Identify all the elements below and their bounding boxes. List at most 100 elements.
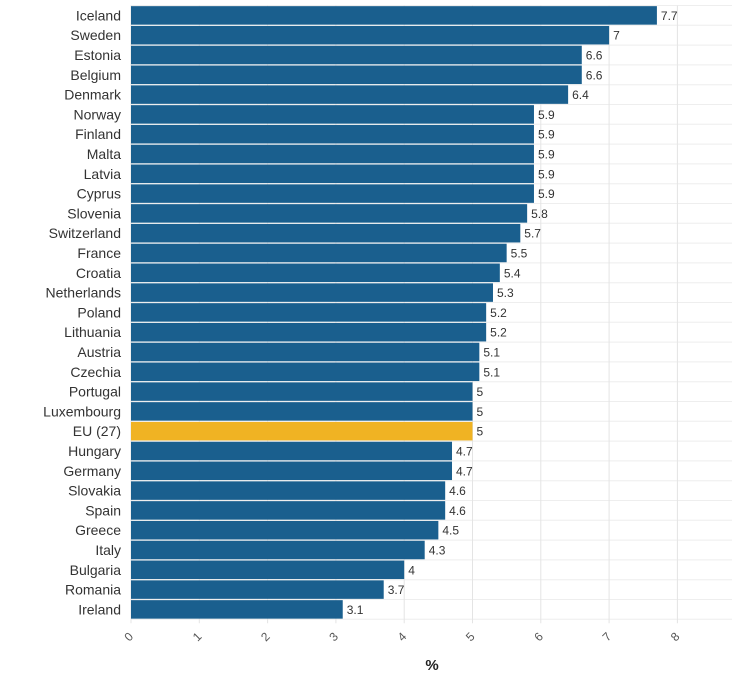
x-tick-label: 2 xyxy=(258,629,273,644)
bar xyxy=(131,560,405,580)
category-label: Norway xyxy=(74,106,121,122)
value-label: 5.8 xyxy=(531,207,548,221)
bar xyxy=(131,243,507,263)
bar xyxy=(131,164,534,184)
value-label: 4.6 xyxy=(449,504,466,518)
category-label: Finland xyxy=(75,126,121,142)
category-label: Spain xyxy=(85,502,121,518)
x-tick-label: 8 xyxy=(668,629,683,644)
bar xyxy=(131,6,657,25)
value-label: 6.4 xyxy=(572,88,589,102)
bar xyxy=(131,105,534,124)
bar xyxy=(131,481,446,500)
value-label: 5.4 xyxy=(504,266,521,280)
bars xyxy=(131,6,657,619)
x-tick-label: 4 xyxy=(395,629,410,644)
bar xyxy=(131,303,487,322)
category-label: Latvia xyxy=(84,166,122,182)
value-label: 5.3 xyxy=(497,286,514,300)
x-tick-label: 6 xyxy=(531,629,546,644)
value-label: 5.9 xyxy=(538,148,555,162)
category-label: France xyxy=(77,245,121,261)
value-label: 5.1 xyxy=(483,346,500,360)
bar xyxy=(131,45,582,65)
category-labels: Iceland Sweden Estonia Belgium Denmark Norway… xyxy=(43,7,122,617)
value-label: 5 xyxy=(477,385,484,399)
bar xyxy=(131,124,534,144)
value-label: 7.7 xyxy=(661,9,678,23)
category-label: Belgium xyxy=(70,67,121,83)
category-label: Denmark xyxy=(64,87,122,103)
x-tick-label: 5 xyxy=(463,629,478,644)
bar xyxy=(131,540,425,560)
x-tick-label: 1 xyxy=(190,629,205,644)
value-label: 5.9 xyxy=(538,128,555,142)
bar xyxy=(131,263,500,283)
bar xyxy=(131,362,480,382)
category-label: Malta xyxy=(87,146,121,162)
bar xyxy=(131,520,439,540)
value-label: 4.7 xyxy=(456,445,473,459)
category-label: Poland xyxy=(77,304,121,320)
bar xyxy=(131,461,453,481)
grid xyxy=(130,5,732,624)
bar xyxy=(131,25,610,45)
category-label: Romania xyxy=(65,582,121,598)
bar xyxy=(131,283,493,302)
value-label: 4.5 xyxy=(442,524,459,538)
value-label: 4.6 xyxy=(449,484,466,498)
bar xyxy=(131,501,446,520)
value-label: 5.5 xyxy=(511,247,528,261)
category-label: Iceland xyxy=(76,7,121,23)
value-label: 7 xyxy=(613,29,620,43)
category-label: Sweden xyxy=(70,27,121,43)
category-label: Slovakia xyxy=(68,483,121,499)
category-label: Lithuania xyxy=(64,324,121,340)
category-label: Luxembourg xyxy=(43,403,121,419)
x-axis-ticks: 0 1 2 3 4 5 6 7 8 xyxy=(121,629,682,644)
bar xyxy=(131,85,569,104)
value-label: 4.3 xyxy=(429,544,446,558)
bar-highlight xyxy=(131,421,473,441)
bar xyxy=(131,223,521,243)
value-label: 5.1 xyxy=(483,365,500,379)
bar xyxy=(131,322,487,342)
category-label: Czechia xyxy=(70,364,121,380)
bar xyxy=(131,65,582,85)
value-label: 5.2 xyxy=(490,326,507,340)
category-label: Greece xyxy=(75,522,121,538)
value-label: 5.2 xyxy=(490,306,507,320)
bar xyxy=(131,342,480,362)
value-label: 3.1 xyxy=(347,603,364,617)
category-label: Germany xyxy=(63,463,121,479)
bar xyxy=(131,204,528,223)
bar xyxy=(131,600,343,619)
value-labels: 7.7 7 6.6 6.6 6.4 5.9 5.9 5.9 5.9 5.9 5.8 5.7 5.5 5.4… xyxy=(347,9,678,617)
value-label: 5 xyxy=(477,425,484,439)
bar xyxy=(131,184,534,203)
x-tick-label: 7 xyxy=(600,629,615,644)
value-label: 5.9 xyxy=(538,108,555,122)
bar xyxy=(131,441,453,461)
category-label: Slovenia xyxy=(67,205,121,221)
category-label: Ireland xyxy=(78,601,121,617)
value-label: 3.7 xyxy=(388,583,405,597)
x-axis-title: % xyxy=(425,657,438,674)
value-label: 5.9 xyxy=(538,187,555,201)
bar xyxy=(131,144,534,164)
bar xyxy=(131,382,473,401)
x-tick-label: 0 xyxy=(121,629,136,644)
category-label: Italy xyxy=(95,542,121,558)
value-label: 4.7 xyxy=(456,464,473,478)
category-label: Bulgaria xyxy=(70,562,122,578)
category-label: Croatia xyxy=(76,265,121,281)
value-label: 5.7 xyxy=(524,227,541,241)
value-label: 6.6 xyxy=(586,68,603,82)
bar xyxy=(131,580,384,599)
category-label: EU (27) xyxy=(73,423,121,439)
category-label: Cyprus xyxy=(77,186,121,202)
category-label: Netherlands xyxy=(46,285,122,301)
category-label: Hungary xyxy=(68,443,121,459)
value-label: 4 xyxy=(408,563,415,577)
